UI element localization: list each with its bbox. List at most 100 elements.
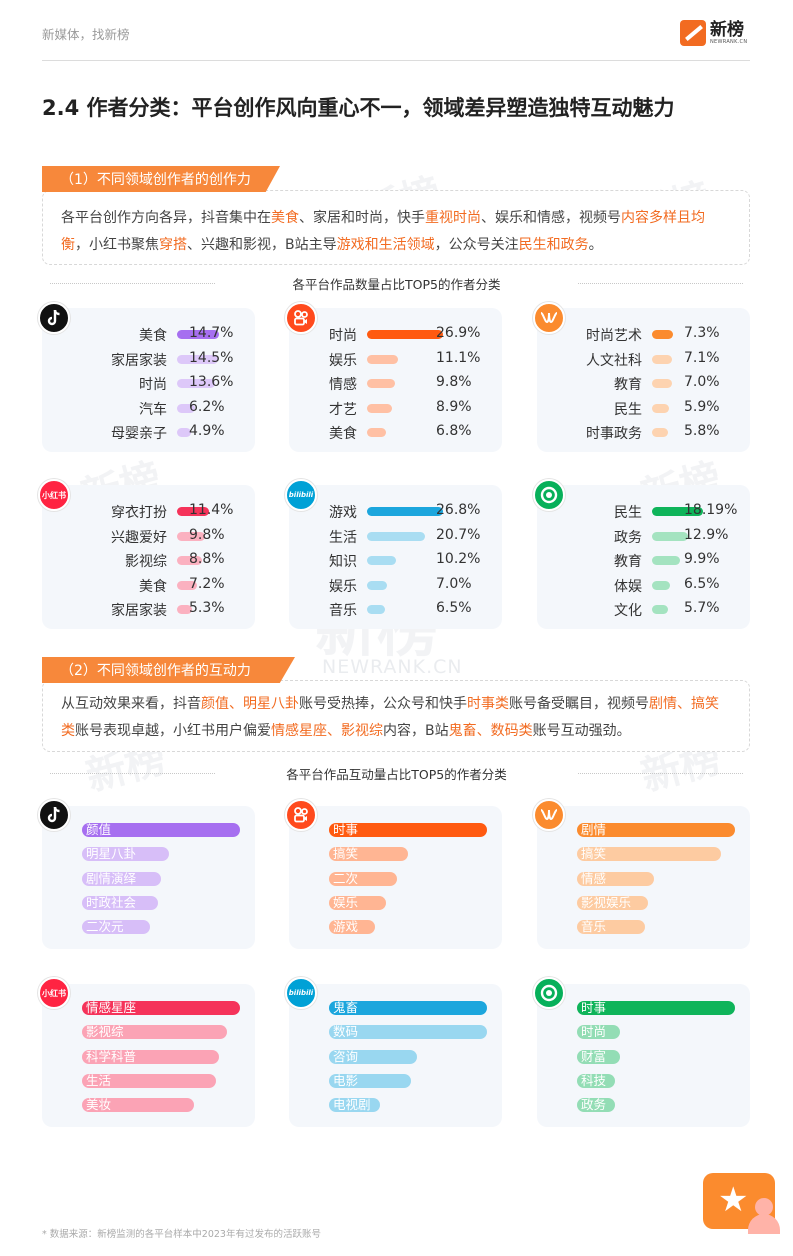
value-label: 7.0% <box>436 575 472 592</box>
description-text: 。 <box>588 237 603 253</box>
interaction-bar: 娱乐 <box>329 895 386 910</box>
bar <box>177 531 205 541</box>
interaction-bar: 时政社会 <box>82 895 158 910</box>
category-label: 人文社科 <box>586 352 642 369</box>
value-label: 26.8% <box>436 502 481 518</box>
kuaishou-icon <box>285 302 317 334</box>
interaction-bar: 搞笑 <box>329 847 408 862</box>
bar <box>177 507 210 516</box>
value-label: 10.2% <box>436 551 481 567</box>
value-label: 6.5% <box>436 600 472 616</box>
category-label: 美食 <box>139 578 167 595</box>
highlight-text: 鬼畜、数码类 <box>448 723 533 739</box>
highlight-text: 民生和政务 <box>518 237 589 253</box>
user-icon-body <box>748 1214 780 1234</box>
bar <box>367 330 443 339</box>
highlight-text: 内容多样且均衡 <box>61 210 705 253</box>
value-label: 26.9% <box>436 325 481 341</box>
category-label: 体娱 <box>614 578 642 595</box>
value-label: 7.2% <box>189 575 225 592</box>
platform-card-douyin <box>42 308 255 452</box>
highlight-text: 情感星座、影视综 <box>271 723 383 739</box>
bar <box>177 403 195 413</box>
bilibili-logo-text: bilibili <box>288 989 314 997</box>
description-text: 账号表现卓越，小红书用户偏爱 <box>75 723 271 739</box>
category-label: 汽车 <box>139 401 167 418</box>
value-label: 6.2% <box>189 398 225 415</box>
category-label: 知识 <box>329 554 357 570</box>
value-label: 6.5% <box>684 575 720 592</box>
wechat-channels-icon <box>533 302 565 334</box>
interaction-bar: 数码 <box>329 1025 487 1040</box>
category-label: 情感 <box>329 377 357 393</box>
douyin-icon <box>38 799 70 831</box>
interaction-bar: 电视剧 <box>329 1098 380 1113</box>
highlight-text: 时事类 <box>467 696 509 712</box>
newrank-logo[interactable]: 新榜 NEWRANK.CN <box>680 18 747 48</box>
value-label: 11.1% <box>436 349 481 366</box>
xiaohongshu-icon: 小红书 <box>38 977 70 1009</box>
header-slogan: 新媒体，找新榜 <box>42 27 130 42</box>
category-label: 民生 <box>614 401 642 418</box>
interaction-bar: 时事 <box>577 1001 735 1015</box>
description-text: 账号备受瞩目，视频号 <box>509 696 649 712</box>
caption-divider-right <box>578 773 743 774</box>
category-label: 母婴亲子 <box>111 426 167 442</box>
value-label: 12.9% <box>684 526 729 543</box>
bar <box>652 354 673 364</box>
bilibili-icon: bilibili <box>285 977 317 1009</box>
bar <box>367 605 386 614</box>
interaction-bar: 明星八卦 <box>82 847 169 862</box>
interaction-bar: 情感星座 <box>82 1001 240 1015</box>
interaction-bar: 时尚 <box>577 1025 620 1040</box>
category-label: 才艺 <box>329 401 357 418</box>
interaction-bar: 剧情演绎 <box>82 871 161 886</box>
category-label: 家居家装 <box>111 603 167 619</box>
category-label: 兴趣爱好 <box>111 529 167 546</box>
bar <box>177 605 192 614</box>
value-label: 20.7% <box>436 526 481 543</box>
category-label: 家居家装 <box>111 352 167 369</box>
interaction-bar: 时事 <box>329 823 487 837</box>
category-label: 生活 <box>329 529 357 546</box>
description-text: 、兴趣和影视，B站主导 <box>187 237 337 253</box>
interaction-bar: 科学科普 <box>82 1049 220 1064</box>
category-label: 美食 <box>139 328 167 344</box>
platform-card-wechat_channels <box>537 308 750 452</box>
bar <box>177 354 218 364</box>
category-label: 时尚 <box>139 377 167 393</box>
xiaohongshu-logo-text: 小红书 <box>42 490 66 500</box>
category-label: 穿衣打扮 <box>111 505 167 521</box>
bar <box>652 605 669 614</box>
wechat-channels-icon <box>533 799 565 831</box>
highlight-text: 穿搭 <box>159 237 187 253</box>
description-text: 、娱乐和情感，视频号 <box>481 210 621 226</box>
interaction-bar: 政务 <box>577 1098 615 1113</box>
description-text: 内容，B站 <box>383 723 449 739</box>
interaction-bar: 音乐 <box>577 920 645 935</box>
platform-card-gongzhonghao <box>537 485 750 629</box>
bar <box>367 403 393 413</box>
bar <box>652 556 680 565</box>
interaction-bar: 影视综 <box>82 1025 228 1040</box>
bar <box>177 379 216 388</box>
description-text: ，公众号关注 <box>434 237 519 253</box>
logo-domain: NEWRANK.CN <box>710 38 748 45</box>
value-label: 5.8% <box>684 423 720 439</box>
header-divider <box>42 60 750 61</box>
caption-divider-right <box>578 283 743 284</box>
xiaohongshu-icon: 小红书 <box>38 479 70 511</box>
highlight-text: 剧情、搞笑类 <box>61 696 719 739</box>
xiaohongshu-logo-text: 小红书 <box>42 988 66 998</box>
value-label: 9.9% <box>684 551 720 567</box>
value-label: 9.8% <box>436 374 472 390</box>
value-label: 7.3% <box>684 325 720 341</box>
category-label: 时尚艺术 <box>586 328 642 344</box>
section2-description: 从互动效果来看，抖音颜值、明星八卦账号受热捧，公众号和快手时事类账号备受瞩目，视… <box>42 680 750 752</box>
description-text: 从互动效果来看，抖音 <box>61 696 201 712</box>
interaction-bar: 科技 <box>577 1073 615 1088</box>
description-text: 、家居和时尚，快手 <box>299 210 425 226</box>
description-text: 账号互动强劲。 <box>532 723 631 739</box>
bar <box>652 580 671 590</box>
category-label: 娱乐 <box>329 352 357 369</box>
